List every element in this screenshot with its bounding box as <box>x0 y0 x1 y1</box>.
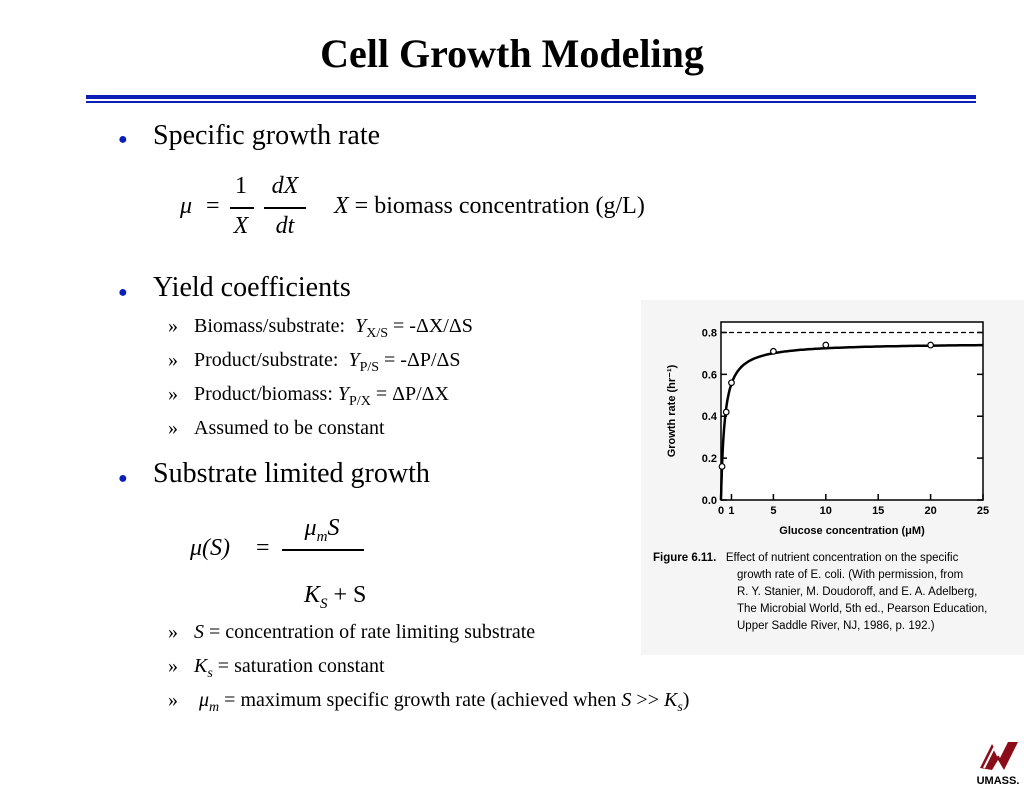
data-point <box>769 347 777 355</box>
y-tick-label: 0.6 <box>702 369 717 381</box>
eq2-equals: = <box>256 535 270 561</box>
x-tick-label: 15 <box>872 505 884 517</box>
eq1-num1: 1 <box>235 173 247 199</box>
x-tick-label: 20 <box>924 505 936 517</box>
eq1-equals: = <box>206 193 220 219</box>
eq2-bar <box>282 549 364 551</box>
caption-line-2: growth rate of E. coli. (With permission… <box>737 569 964 581</box>
bullet-specific-growth-rate: Specific growth rate <box>153 120 381 151</box>
x-axis-label: Glucose concentration (μM) <box>779 525 925 537</box>
eq2-lhs: μ(S) <box>190 535 231 561</box>
bullet-dot: ● <box>118 131 128 148</box>
bullet-dot: ● <box>118 470 128 487</box>
caption-line-3: R. Y. Stanier, M. Doudoroff, and E. A. A… <box>737 586 978 598</box>
yield-item-product-substrate: » Product/substrate: YP/S = -ΔP/ΔS <box>168 349 461 375</box>
x-tick-label: 5 <box>770 505 776 517</box>
eq1-def-eq: = <box>354 193 369 219</box>
data-point <box>722 408 730 416</box>
eq1-def-var: X <box>334 193 349 219</box>
plot-frame <box>720 321 984 501</box>
x-tick-label: 10 <box>820 505 832 517</box>
yield-item-assumed-constant: » Assumed to be constant <box>168 417 385 439</box>
x-tick-label: 0 <box>718 505 724 517</box>
y-tick-label: 0.0 <box>702 495 717 507</box>
yield-item-biomass-substrate: » Biomass/substrate: YX/S = -ΔX/ΔS <box>168 315 473 341</box>
figure-caption: Figure 6.11. Effect of nutrient concentr… <box>653 550 1021 635</box>
caption-label: Figure 6.11. <box>653 552 717 564</box>
umass-logo: UMASS. <box>974 738 1022 788</box>
bullet-substrate-limited-growth: Substrate limited growth <box>153 458 430 489</box>
eq1-mu: μ <box>180 193 193 219</box>
x-tick-label: 1 <box>728 505 734 517</box>
bullet-yield-coefficients: Yield coefficients <box>153 272 351 303</box>
y-tick-label: 0.4 <box>702 411 718 423</box>
eq2-num-s: S <box>327 515 340 541</box>
yield-item-product-biomass: » Product/biomass: YP/X = ΔP/ΔX <box>168 383 449 409</box>
monod-item-s: » S = concentration of rate limiting subs… <box>168 621 536 643</box>
data-point <box>927 341 935 349</box>
monod-item-ks: » Ks = saturation constant <box>168 655 385 681</box>
eq1-def-text: biomass concentration (g/L) <box>374 193 645 219</box>
y-tick-label: 0.8 <box>702 327 717 339</box>
data-point <box>718 463 726 470</box>
y-tick-label: 0.2 <box>702 453 717 465</box>
data-point <box>728 379 735 387</box>
eq1-num2: dX <box>271 173 299 199</box>
logo-text: UMASS. <box>977 775 1020 787</box>
eq2-num-mu: μ <box>304 515 317 541</box>
bullet-dot: ● <box>118 284 128 301</box>
caption-line-4: The Microbial World, 5th ed., Pearson Ed… <box>737 603 988 615</box>
x-tick-label: 25 <box>977 505 989 517</box>
slide-title: Cell Growth Modeling <box>320 31 704 76</box>
y-axis-label: Growth rate (hr⁻¹) <box>666 364 678 457</box>
data-point <box>822 341 830 349</box>
eq1-bar2 <box>264 207 306 209</box>
eq2-den-k: K <box>304 582 321 608</box>
eq1-bar1 <box>230 207 254 209</box>
caption-line-5: Upper Saddle River, NJ, 1986, p. 192.) <box>737 620 935 632</box>
caption-line-1: Effect of nutrient concentration on the … <box>725 552 959 564</box>
eq1-den2: dt <box>275 213 295 239</box>
figure-growth-rate: 0.0 0.2 0.4 0.6 0.8 0 1 5 10 15 20 25 Glucose concen… <box>641 300 1024 655</box>
monod-item-mum: » μm = maximum specific growth rate (ach… <box>168 689 690 715</box>
title-underline <box>86 95 976 99</box>
title-underline-thin <box>86 101 976 103</box>
eq1-den1: X <box>233 213 249 239</box>
